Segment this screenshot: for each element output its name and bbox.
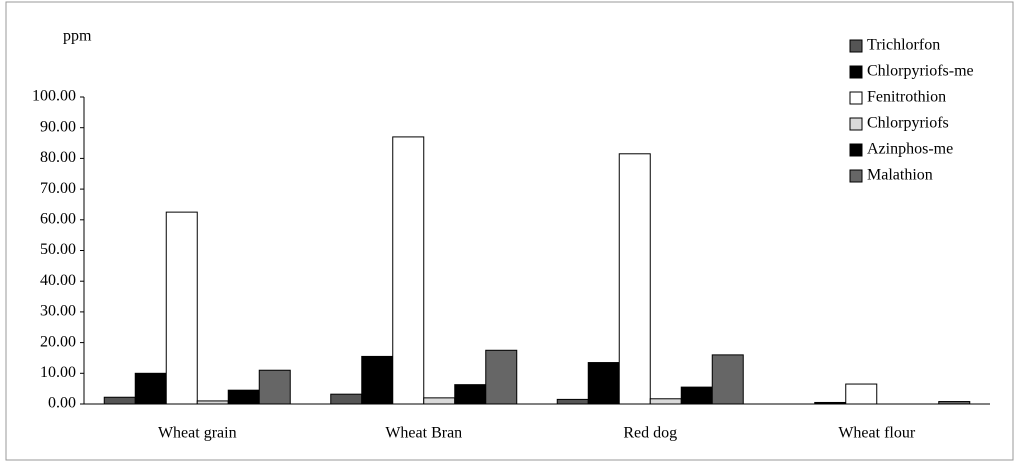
y-tick-label: 100.00 bbox=[32, 88, 76, 105]
y-tick-label: 50.00 bbox=[40, 241, 76, 258]
bar bbox=[845, 383, 878, 405]
y-tick-label: 90.00 bbox=[40, 118, 76, 135]
legend-swatch bbox=[849, 117, 863, 131]
bar bbox=[392, 136, 425, 405]
bar bbox=[556, 398, 589, 405]
bar bbox=[227, 389, 260, 405]
bar bbox=[361, 355, 394, 405]
x-tick-label: Wheat flour bbox=[838, 425, 916, 442]
x-tick-label: Wheat grain bbox=[158, 425, 237, 442]
bar bbox=[587, 362, 620, 405]
y-tick-label: 60.00 bbox=[40, 210, 76, 227]
legend-swatch bbox=[849, 169, 863, 183]
x-tick-label: Wheat Bran bbox=[385, 425, 462, 442]
bar bbox=[134, 372, 167, 405]
legend-label: Chlorpyriofs-me bbox=[867, 63, 974, 80]
y-tick-label: 80.00 bbox=[40, 149, 76, 166]
legend-swatch bbox=[849, 65, 863, 79]
bar bbox=[454, 384, 487, 405]
y-tick-label: 70.00 bbox=[40, 180, 76, 197]
y-tick-label: 0.00 bbox=[48, 395, 76, 412]
bar bbox=[618, 153, 651, 405]
legend-swatch bbox=[849, 39, 863, 53]
y-tick-label: 10.00 bbox=[40, 364, 76, 381]
bar bbox=[423, 397, 456, 405]
bar bbox=[485, 349, 518, 405]
y-axis-label: ppm bbox=[63, 28, 92, 45]
y-tick-label: 30.00 bbox=[40, 303, 76, 320]
legend-label: Azinphos-me bbox=[867, 141, 953, 158]
legend-swatch bbox=[849, 91, 863, 105]
legend-swatch bbox=[849, 143, 863, 157]
y-tick-label: 20.00 bbox=[40, 333, 76, 350]
bar bbox=[103, 396, 136, 405]
bar bbox=[258, 369, 291, 405]
bar bbox=[649, 398, 682, 405]
bar bbox=[814, 401, 847, 405]
bar bbox=[938, 401, 971, 405]
bar bbox=[711, 354, 744, 405]
legend-label: Trichlorfon bbox=[867, 37, 940, 54]
x-tick-label: Red dog bbox=[623, 425, 677, 442]
bar bbox=[165, 211, 198, 405]
bar bbox=[196, 400, 229, 405]
y-tick-label: 40.00 bbox=[40, 272, 76, 289]
bar bbox=[680, 386, 713, 405]
legend-label: Chlorpyriofs bbox=[867, 115, 949, 132]
legend-label: Fenitrothion bbox=[867, 89, 946, 106]
bar bbox=[330, 393, 363, 405]
frame bbox=[5, 1, 1014, 461]
legend-label: Malathion bbox=[867, 167, 933, 184]
